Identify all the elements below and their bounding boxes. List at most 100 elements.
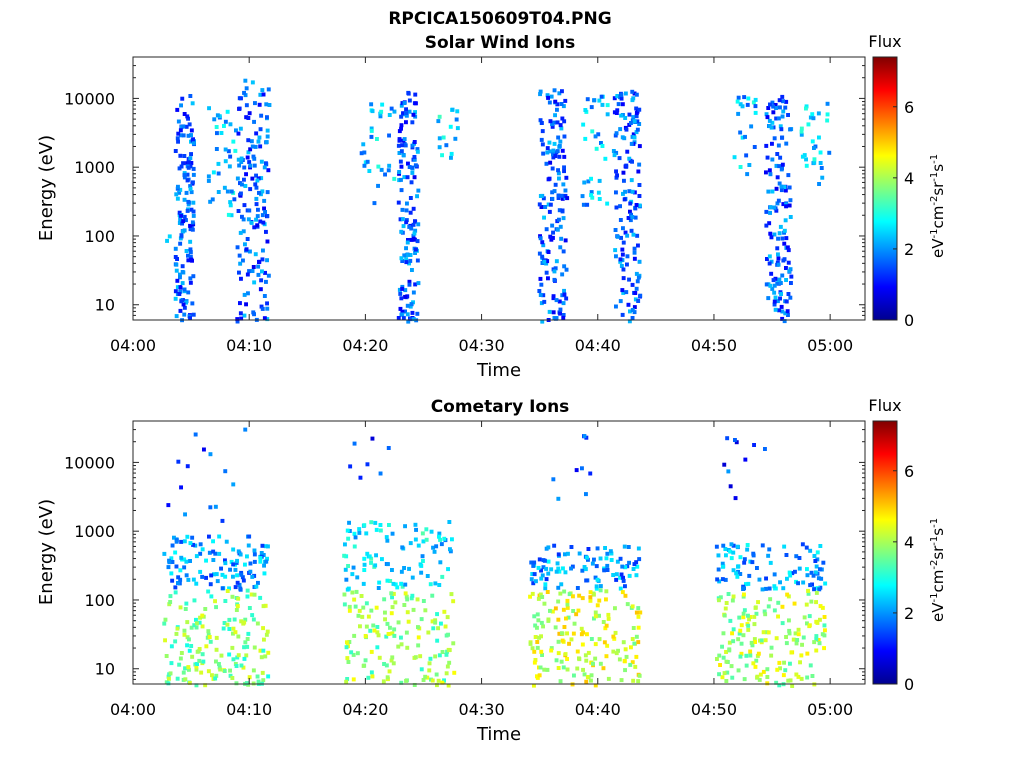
heatmap-cell <box>775 246 780 251</box>
heatmap-cell <box>598 584 603 589</box>
heatmap-cell <box>530 572 535 576</box>
heatmap-cell <box>255 621 260 626</box>
heatmap-cell <box>240 182 244 187</box>
panel-title: Cometary Ions <box>431 397 570 417</box>
heatmap-cell <box>391 581 396 586</box>
heatmap-cell <box>248 569 253 574</box>
heatmap-cell <box>630 215 635 219</box>
heatmap-cell <box>753 110 758 115</box>
heatmap-cell <box>439 621 443 626</box>
heatmap-cell <box>747 617 751 622</box>
heatmap-cell <box>396 620 401 625</box>
heatmap-cell <box>783 218 788 223</box>
heatmap-cell <box>167 676 171 681</box>
heatmap-cell <box>580 568 585 573</box>
heatmap-cell <box>546 276 550 281</box>
heatmap-cell <box>191 209 196 214</box>
heatmap-cell <box>251 265 256 269</box>
heatmap-cell <box>207 550 212 555</box>
heatmap-cell <box>633 206 638 211</box>
heatmap-cell <box>411 222 416 227</box>
heatmap-cell <box>182 305 187 310</box>
heatmap-cell <box>539 634 543 639</box>
heatmap-cell <box>182 632 187 637</box>
heatmap-cell <box>361 581 366 586</box>
heatmap-cell <box>182 173 187 178</box>
heatmap-cell <box>772 572 777 577</box>
heatmap-cell <box>746 96 751 101</box>
heatmap-cell <box>163 617 168 622</box>
heatmap-cell <box>723 606 728 611</box>
heatmap-cell <box>715 657 719 661</box>
heatmap-cell <box>351 677 356 682</box>
heatmap-cell <box>376 164 381 169</box>
heatmap-cell <box>815 557 820 562</box>
heatmap-cell <box>183 677 188 682</box>
heatmap-cell <box>385 621 390 626</box>
heatmap-cell <box>207 635 212 639</box>
heatmap-cell <box>789 650 794 655</box>
heatmap-cell <box>720 561 725 566</box>
heatmap-cell <box>538 592 543 597</box>
heatmap-cell <box>636 679 641 684</box>
heatmap-cell <box>436 678 441 683</box>
heatmap-cell <box>764 209 769 214</box>
heatmap-cell <box>788 215 793 219</box>
heatmap-cell <box>352 597 357 602</box>
heatmap-cell <box>260 543 265 548</box>
heatmap-cell <box>787 618 791 623</box>
heatmap-cell <box>808 548 813 553</box>
heatmap-cell <box>622 544 627 549</box>
heatmap-cell <box>817 587 822 592</box>
heatmap-cell <box>635 233 640 238</box>
heatmap-cell <box>605 201 610 206</box>
heatmap-cell <box>724 650 728 654</box>
heatmap-cell <box>634 286 639 291</box>
heatmap-cell <box>793 569 797 574</box>
heatmap-cell <box>745 172 750 177</box>
heatmap-cell <box>636 546 641 551</box>
heatmap-cell <box>629 141 634 146</box>
heatmap-cell <box>546 571 551 576</box>
heatmap-cell <box>765 257 769 261</box>
heatmap-cell <box>250 613 255 618</box>
heatmap-cell <box>638 293 643 298</box>
heatmap-cell <box>252 645 257 650</box>
heatmap-cell <box>585 555 589 560</box>
heatmap-cell <box>175 136 180 141</box>
heatmap-cell <box>767 254 772 259</box>
heatmap-cell <box>399 256 404 261</box>
heatmap-cell <box>625 564 630 569</box>
heatmap-cell <box>416 188 421 193</box>
heatmap-cell <box>619 264 624 268</box>
heatmap-cell <box>752 443 756 447</box>
heatmap-cell <box>562 165 566 170</box>
heatmap-cell <box>243 617 248 622</box>
heatmap-cell <box>409 596 414 601</box>
heatmap-cell <box>778 224 783 229</box>
heatmap-cell <box>262 206 266 211</box>
heatmap-cell <box>538 89 543 94</box>
heatmap-cell <box>536 618 541 623</box>
heatmap-cell <box>255 214 260 219</box>
heatmap-cell <box>238 126 243 131</box>
heatmap-cell <box>565 598 570 603</box>
heatmap-cell <box>251 154 256 159</box>
heatmap-cell <box>191 577 196 582</box>
heatmap-cell <box>399 149 404 154</box>
heatmap-cell <box>724 679 729 683</box>
heatmap-cell <box>403 143 408 148</box>
panel-title: Solar Wind Ions <box>425 33 576 53</box>
heatmap-cell <box>562 288 566 293</box>
y-tick-label: 100 <box>84 591 115 610</box>
heatmap-cell <box>749 124 754 129</box>
heatmap-cell <box>232 197 237 202</box>
heatmap-cell <box>780 114 785 119</box>
heatmap-cell <box>632 135 637 140</box>
heatmap-cell <box>621 191 625 196</box>
heatmap-cell <box>243 93 248 98</box>
heatmap-cell <box>743 457 748 462</box>
heatmap-cell <box>818 150 823 155</box>
heatmap-cell <box>768 597 773 602</box>
